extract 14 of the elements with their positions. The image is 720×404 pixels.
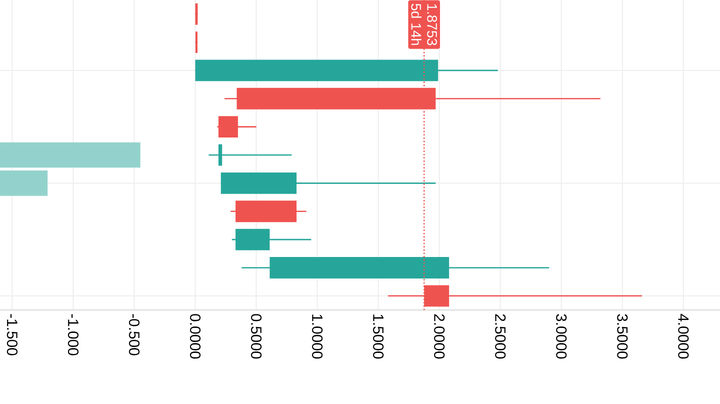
x-tick-label: 2.5000 [495,314,506,359]
x-tick-label: 1.5000 [373,314,384,359]
x-tick-label: 0.0000 [190,314,201,359]
x-tick-label: 3.5000 [617,314,628,359]
x-tick-label: -1.500 [6,314,18,356]
x-tick-label: 4.0000 [678,314,689,359]
annotation: 5d 14h [411,4,422,45]
x-tick-label: -1.000 [68,314,79,356]
x-tick-label: 1.0000 [312,314,323,359]
ref-line-label: 1.8753 [427,4,438,46]
x-tick-label: 3.0000 [556,314,567,359]
x-tick-label: -0.500 [128,314,140,356]
x-tick-label: 2.0000 [434,314,445,359]
x-tick-label: 0.5000 [250,314,262,359]
